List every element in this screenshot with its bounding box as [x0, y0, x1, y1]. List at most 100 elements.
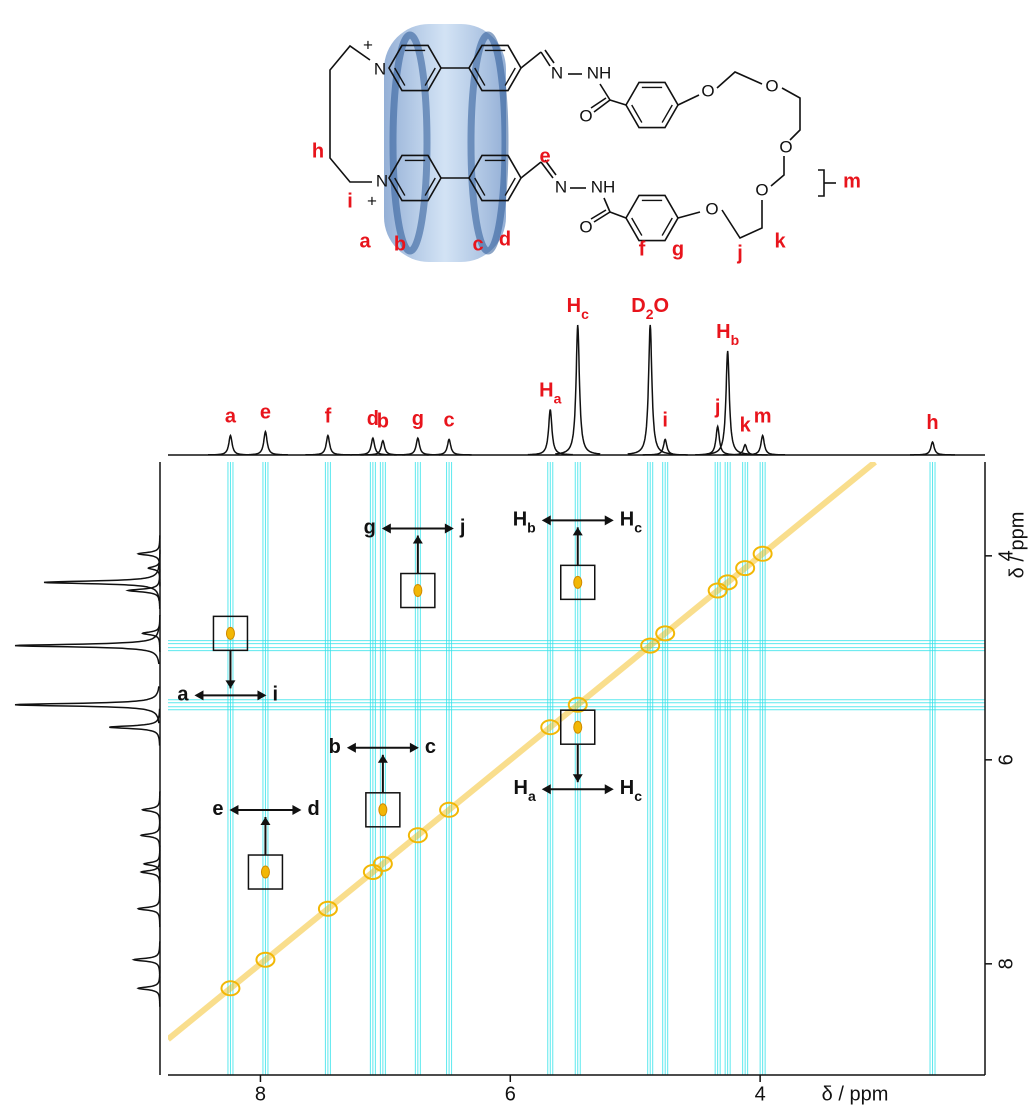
- arrow-head: [573, 774, 583, 782]
- proton-label: m: [843, 170, 861, 192]
- arrow-head: [605, 784, 614, 794]
- bond: [678, 95, 699, 105]
- proton-label: i: [347, 190, 353, 212]
- ring-bond: [505, 68, 515, 86]
- annotation-label: e: [212, 798, 223, 820]
- figure: N+N+NNHOOOOONNHOOhiabcdefgjkm aefdbgcHaH…: [0, 0, 1033, 1106]
- cross-peak: [226, 627, 234, 639]
- ring-bond: [662, 218, 672, 236]
- ring-bond: [662, 105, 672, 123]
- annotation-label: a: [177, 684, 189, 706]
- trace-peak: [305, 436, 350, 455]
- annotation-label: i: [272, 684, 278, 706]
- label-sub: c: [634, 519, 642, 535]
- label-base: f: [325, 406, 332, 428]
- atom-label: N: [551, 63, 563, 82]
- bond: [717, 72, 762, 88]
- atom-label: N: [374, 59, 386, 78]
- label-base: i: [272, 684, 278, 706]
- bond: [818, 170, 824, 196]
- peak-label: c: [444, 410, 455, 432]
- peak-label: i: [662, 410, 668, 432]
- proton-label: k: [774, 230, 786, 252]
- trace-peak: [628, 325, 673, 454]
- bond: [610, 212, 626, 218]
- peak-label: Hb: [716, 321, 739, 347]
- label-sub: c: [634, 788, 642, 804]
- arrow-head: [542, 784, 551, 794]
- annotation-label: j: [459, 517, 466, 539]
- annotation-label: Hc: [620, 777, 642, 803]
- label-sub: b: [731, 332, 740, 348]
- arrow-head: [225, 680, 235, 688]
- trace-peak: [740, 436, 785, 455]
- atom-label: O: [579, 217, 592, 236]
- atom-label: O: [705, 199, 718, 218]
- atom-label: O: [755, 180, 768, 199]
- label-sub: a: [554, 390, 562, 406]
- trace-peak: [141, 817, 160, 854]
- label-base: d: [307, 798, 319, 820]
- proton-label: e: [539, 145, 550, 167]
- label-base: j: [459, 517, 466, 539]
- label-sub: 2: [646, 306, 654, 322]
- annotation-label: Ha: [513, 777, 535, 803]
- label-sub: a: [528, 788, 536, 804]
- atom-label: N: [555, 177, 567, 196]
- ring: [626, 195, 678, 240]
- trace-peak: [15, 686, 159, 723]
- label-base: h: [926, 412, 938, 434]
- bond: [771, 156, 784, 186]
- label-base: m: [754, 406, 772, 428]
- bond: [678, 212, 700, 218]
- label-tail: O: [654, 295, 670, 317]
- atom-label: NH: [587, 63, 612, 82]
- y-tick-label: 8: [995, 958, 1017, 969]
- annotation-label: d: [307, 798, 319, 820]
- peak-label: j: [714, 397, 721, 419]
- atom-label: O: [579, 106, 592, 125]
- label-base: j: [714, 397, 721, 419]
- annotation-label: c: [425, 736, 436, 758]
- label-sub: c: [581, 306, 589, 322]
- bond: [600, 84, 610, 100]
- bond: [591, 210, 606, 219]
- x-tick-label: 4: [755, 1083, 766, 1105]
- arrow-head: [194, 690, 203, 700]
- label-base: e: [212, 798, 223, 820]
- arrow-head: [542, 515, 551, 525]
- arrow-head: [260, 817, 270, 825]
- x-tick-label: 8: [255, 1083, 266, 1105]
- peak-label: Ha: [539, 380, 561, 406]
- label-base: H: [620, 777, 634, 799]
- trace-peak: [528, 410, 573, 455]
- arrow-head: [413, 536, 423, 544]
- trace-peak: [143, 791, 160, 828]
- trace-peak: [243, 432, 288, 455]
- peak-label: f: [325, 406, 332, 428]
- atom-label: O: [765, 76, 778, 95]
- atom-label: O: [779, 137, 792, 156]
- proton-label: d: [499, 228, 511, 250]
- bond: [521, 52, 541, 68]
- label-base: e: [260, 402, 271, 424]
- bond: [591, 98, 606, 108]
- label-base: H: [513, 509, 527, 531]
- arrow-head: [292, 805, 301, 815]
- trace-peak: [134, 941, 160, 978]
- proton-label: a: [359, 230, 371, 252]
- peak-label: b: [377, 411, 389, 433]
- trace-peak: [15, 627, 159, 664]
- proton-label: c: [472, 233, 483, 255]
- peak-label: m: [754, 406, 772, 428]
- atom-label: +: [363, 35, 373, 54]
- cross-peak: [574, 721, 582, 733]
- trace-peak: [555, 325, 600, 454]
- peak-label: D2O: [631, 295, 669, 321]
- cross-peak: [574, 576, 582, 588]
- bond: [594, 100, 610, 112]
- trace-peak: [138, 535, 160, 572]
- arrow-head: [347, 743, 356, 753]
- label-base: g: [412, 408, 424, 430]
